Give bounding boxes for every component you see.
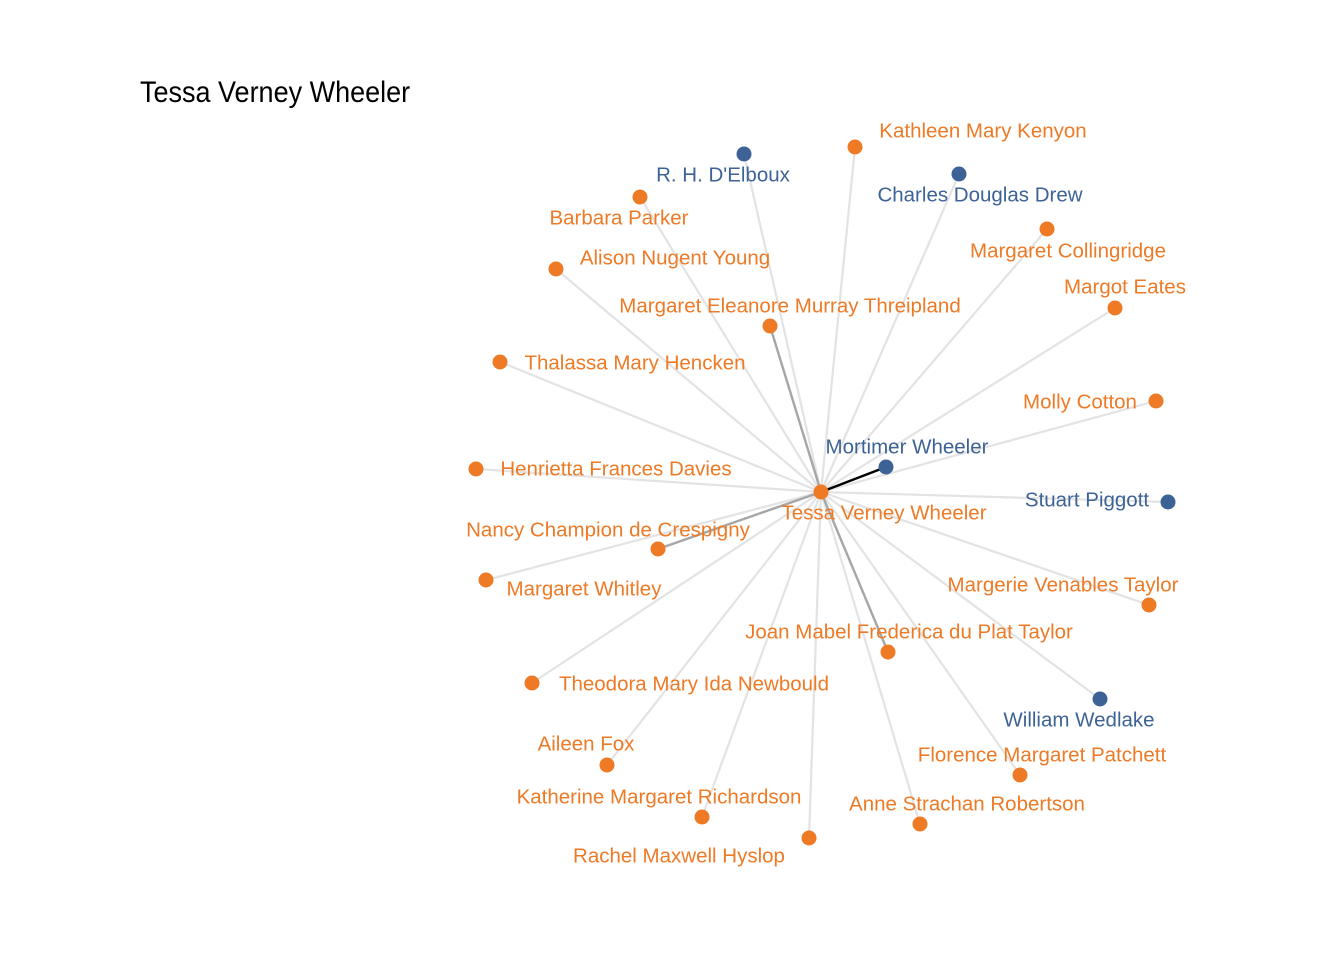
edge-margerie-venables-taylor <box>820 490 1150 607</box>
label-henrietta-frances-davies: Henrietta Frances Davies <box>500 457 731 480</box>
node-joan-mabel-frederica-du-plat-taylor[interactable] <box>880 644 896 660</box>
page-title: Tessa Verney Wheeler <box>140 76 411 109</box>
node-florence-margaret-patchett[interactable] <box>1012 767 1028 783</box>
node-kathleen-mary-kenyon[interactable] <box>847 139 863 155</box>
label-nancy-champion-de-crespigny: Nancy Champion de Crespigny <box>466 518 750 541</box>
label-theodora-mary-ida-newbould: Theodora Mary Ida Newbould <box>559 672 829 695</box>
node-margaret-eleanore-murray-threipland[interactable] <box>762 318 778 334</box>
node-katherine-margaret-richardson[interactable] <box>694 809 710 825</box>
edge-anne-strachan-robertson <box>819 491 922 825</box>
edge-henrietta-frances-davies <box>475 467 822 494</box>
edge-joan-mabel-frederica-du-plat-taylor <box>819 491 890 653</box>
node-margaret-collingridge[interactable] <box>1039 221 1055 237</box>
label-katherine-margaret-richardson: Katherine Margaret Richardson <box>517 785 802 808</box>
node-william-wedlake[interactable] <box>1092 691 1108 707</box>
edge-margaret-collingridge <box>820 228 1048 493</box>
label-joan-mabel-frederica-du-plat-taylor: Joan Mabel Frederica du Plat Taylor <box>745 620 1073 643</box>
node-anne-strachan-robertson[interactable] <box>912 816 928 832</box>
edges-layer <box>475 146 1169 839</box>
node-tessa-verney-wheeler[interactable] <box>813 484 829 500</box>
node-theodora-mary-ida-newbould[interactable] <box>524 675 540 691</box>
label-florence-margaret-patchett: Florence Margaret Patchett <box>918 743 1167 766</box>
edge-margot-eates <box>820 307 1116 493</box>
edge-katherine-margaret-richardson <box>700 491 823 818</box>
node-margaret-whitley[interactable] <box>478 572 494 588</box>
edge-theodora-mary-ida-newbould <box>531 491 822 684</box>
edge-rachel-maxwell-hyslop <box>807 491 823 839</box>
edge-thalassa-mary-hencken <box>499 360 822 494</box>
label-thalassa-mary-hencken: Thalassa Mary Hencken <box>524 351 745 374</box>
node-molly-cotton[interactable] <box>1148 393 1164 409</box>
node-rachel-maxwell-hyslop[interactable] <box>801 830 817 846</box>
edge-mortimer-wheeler <box>820 465 887 494</box>
node-r-h-delboux[interactable] <box>736 146 752 162</box>
node-charles-douglas-drew[interactable] <box>951 166 967 182</box>
edge-william-wedlake <box>820 491 1101 700</box>
label-tessa-verney-wheeler: Tessa Verney Wheeler <box>781 501 986 524</box>
label-anne-strachan-robertson: Anne Strachan Robertson <box>849 792 1085 815</box>
edge-barbara-parker <box>639 196 822 493</box>
label-margerie-venables-taylor: Margerie Venables Taylor <box>948 573 1179 596</box>
node-barbara-parker[interactable] <box>632 189 648 205</box>
label-margaret-collingridge: Margaret Collingridge <box>970 239 1166 262</box>
label-mortimer-wheeler: Mortimer Wheeler <box>826 435 989 458</box>
edge-stuart-piggott <box>820 490 1169 504</box>
edge-molly-cotton <box>820 399 1157 494</box>
node-margerie-venables-taylor[interactable] <box>1141 597 1157 613</box>
node-margot-eates[interactable] <box>1107 300 1123 316</box>
label-kathleen-mary-kenyon: Kathleen Mary Kenyon <box>879 119 1086 142</box>
label-rachel-maxwell-hyslop: Rachel Maxwell Hyslop <box>573 844 785 867</box>
label-william-wedlake: William Wedlake <box>1003 708 1154 731</box>
label-stuart-piggott: Stuart Piggott <box>1025 488 1150 511</box>
edge-margaret-whitley <box>485 490 822 582</box>
edge-alison-nugent-young <box>555 268 822 493</box>
label-margaret-eleanore-murray-threipland: Margaret Eleanore Murray Threipland <box>619 294 960 317</box>
label-margaret-whitley: Margaret Whitley <box>507 577 663 600</box>
edge-kathleen-mary-kenyon <box>819 146 857 493</box>
edge-r-h-delboux <box>742 153 823 493</box>
label-charles-douglas-drew: Charles Douglas Drew <box>877 183 1082 206</box>
label-r-h-delboux: R. H. D'Elboux <box>656 163 791 186</box>
node-nancy-champion-de-crespigny[interactable] <box>650 541 666 557</box>
edge-aileen-fox <box>606 491 822 766</box>
node-alison-nugent-young[interactable] <box>548 261 564 277</box>
node-henrietta-frances-davies[interactable] <box>468 461 484 477</box>
node-thalassa-mary-hencken[interactable] <box>492 354 508 370</box>
edge-charles-douglas-drew <box>819 173 961 493</box>
label-aileen-fox: Aileen Fox <box>538 732 636 755</box>
labels-layer: R. H. D'Elboux Kathleen Mary Kenyon Charle… <box>466 119 1186 867</box>
node-mortimer-wheeler[interactable] <box>878 459 894 475</box>
label-margot-eates: Margot Eates <box>1064 275 1186 298</box>
edge-florence-margaret-patchett <box>820 491 1021 776</box>
node-stuart-piggott[interactable] <box>1160 494 1176 510</box>
edge-margaret-eleanore-murray-threipland <box>768 325 823 493</box>
nodes-layer <box>468 139 1176 846</box>
edge-nancy-champion-de-crespigny <box>657 490 822 551</box>
label-barbara-parker: Barbara Parker <box>549 206 688 229</box>
label-molly-cotton: Molly Cotton <box>1023 390 1137 413</box>
label-alison-nugent-young: Alison Nugent Young <box>580 246 770 269</box>
node-aileen-fox[interactable] <box>599 757 615 773</box>
